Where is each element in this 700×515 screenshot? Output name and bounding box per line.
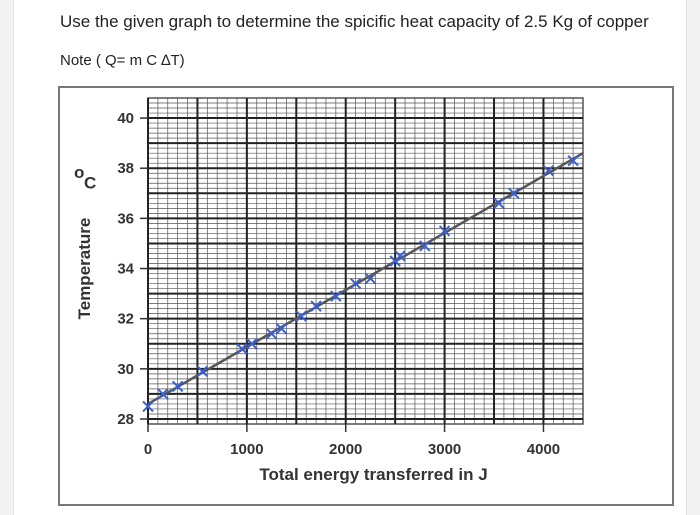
data-point-stroke: [236, 343, 248, 355]
data-point: [157, 388, 169, 400]
data-point: [394, 250, 406, 262]
data-point-stroke: [542, 165, 555, 177]
data-point-stroke: [394, 250, 406, 262]
data-point: [236, 343, 248, 355]
y-tick-label: 40: [117, 110, 134, 127]
x-axis-title: Total energy transferred in J: [259, 465, 487, 484]
formula-note: Note ( Q= m C ∆T): [60, 52, 185, 69]
data-point-stroke: [246, 338, 258, 350]
data-point-stroke: [330, 290, 342, 302]
best-fit-line: [147, 152, 584, 406]
data-point: [508, 187, 520, 199]
data-point: [142, 400, 154, 413]
y-tick-label: 34: [117, 261, 134, 278]
data-point-stroke: [438, 225, 451, 237]
data-point-stroke: [295, 310, 307, 322]
y-axis-title: Temperature: [75, 218, 94, 320]
graph-figure: 28 30 32 34 36 38 40 0 1000 2000 3000 4000 Total ene…: [58, 86, 674, 506]
data-point-stroke: [493, 197, 505, 210]
data-point: [349, 277, 362, 290]
x-tick-label: 4000: [527, 441, 560, 458]
data-point-stroke: [171, 380, 184, 393]
data-point: [567, 154, 579, 167]
data-point-stroke: [142, 400, 154, 413]
y-axis-unit-degree: o: [74, 163, 84, 182]
data-point-stroke: [419, 240, 431, 252]
data-point: [330, 290, 342, 302]
data-point-stroke: [265, 328, 278, 340]
data-point: [246, 338, 258, 350]
data-point: [275, 323, 288, 335]
data-point: [310, 300, 322, 312]
data-point: [542, 165, 555, 177]
data-point-stroke: [310, 300, 322, 312]
data-point-stroke: [364, 272, 377, 285]
data-point-stroke: [275, 323, 288, 335]
data-point-stroke: [196, 365, 209, 378]
data-point: [171, 380, 184, 393]
y-tick-label: 30: [117, 361, 134, 378]
data-point: [196, 365, 209, 378]
x-tick-label: 1000: [230, 441, 263, 458]
y-tick-label: 36: [117, 210, 134, 227]
x-tick-label: 2000: [329, 441, 362, 458]
data-point: [265, 328, 278, 340]
data-point: [438, 225, 451, 237]
data-point-stroke: [567, 154, 579, 167]
question-page: Use the given graph to determine the spi…: [14, 0, 686, 515]
data-point-stroke: [349, 277, 362, 290]
x-tick-label: 0: [144, 441, 152, 458]
data-point: [295, 310, 307, 322]
data-point: [419, 240, 431, 252]
y-tick-label: 38: [117, 160, 134, 177]
data-point-stroke: [157, 388, 169, 400]
y-tick-label: 28: [117, 411, 134, 428]
data-point: [364, 272, 377, 285]
y-tick-label: 32: [117, 311, 134, 328]
data-point-stroke: [508, 187, 520, 199]
x-tick-label: 3000: [428, 441, 461, 458]
y-axis-unit-c: C: [84, 173, 96, 192]
temperature-energy-chart: 28 30 32 34 36 38 40 0 1000 2000 3000 4000 Total ene…: [74, 97, 584, 484]
data-point: [493, 197, 505, 210]
question-text: Use the given graph to determine the spi…: [60, 12, 649, 31]
